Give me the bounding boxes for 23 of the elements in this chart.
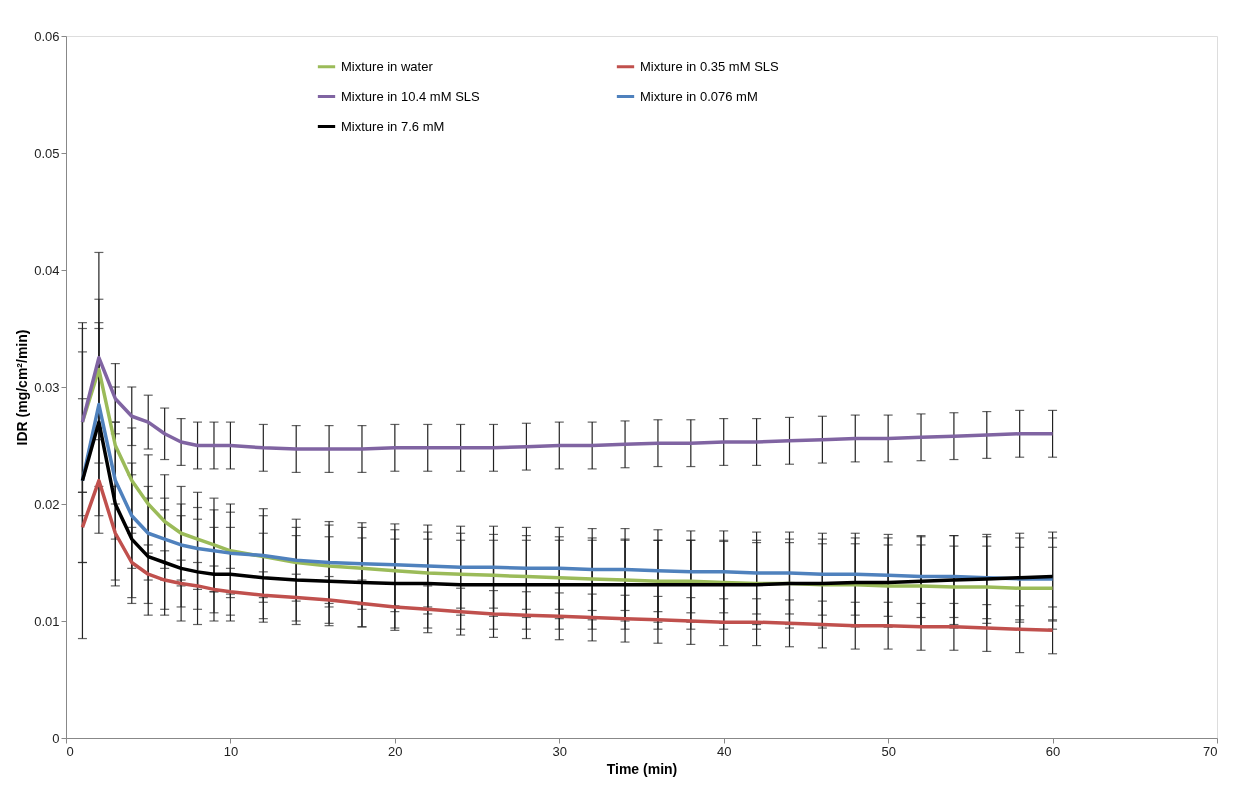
- x-tick-label: 60: [1045, 743, 1061, 759]
- y-tick-label: 0.06: [34, 28, 60, 44]
- x-tick-label: 20: [388, 743, 403, 759]
- legend-label: Mixture in 7.6 mM: [341, 118, 445, 134]
- y-tick-label: 0.04: [34, 262, 60, 278]
- x-axis-title: Time (min): [606, 760, 678, 777]
- x-tick-label: 30: [552, 743, 568, 759]
- y-tick-label: 0.05: [34, 145, 60, 161]
- y-tick-label: 0: [52, 730, 60, 746]
- legend-label: Mixture in 0.35 mM SLS: [640, 58, 780, 74]
- y-tick-label: 0.02: [34, 496, 60, 512]
- y-tick-label: 0.03: [34, 379, 60, 395]
- legend-label: Mixture in 0.076 mM: [640, 88, 758, 104]
- x-tick-label: 50: [881, 743, 896, 759]
- y-axis-title: IDR (mg/cm²/min): [14, 329, 31, 446]
- x-tick-label: 40: [716, 743, 732, 759]
- line-series: [80, 356, 1055, 451]
- y-tick-label: 0.01: [34, 613, 60, 629]
- x-tick-label: 0: [66, 743, 74, 759]
- legend-label: Mixture in water: [341, 58, 434, 74]
- legend-label: Mixture in 10.4 mM SLS: [341, 88, 481, 104]
- x-tick-label: 10: [223, 743, 239, 759]
- x-tick-label: 70: [1203, 743, 1218, 759]
